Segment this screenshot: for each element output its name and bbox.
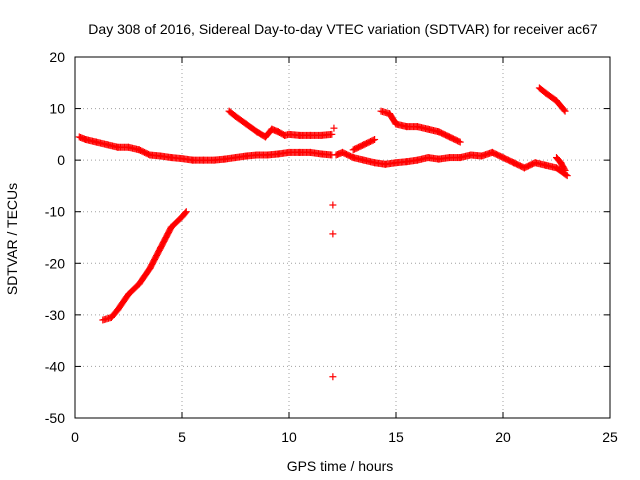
x-tick-label: 5	[178, 429, 186, 445]
series-track-8	[553, 154, 569, 174]
x-tick-label: 25	[602, 429, 618, 445]
y-tick-label: -20	[45, 255, 65, 271]
data-point	[329, 230, 337, 238]
y-tick-labels: -50 -40 -30 -20 -10 0 10 20	[45, 49, 65, 426]
y-tick-label: 20	[49, 49, 65, 65]
data-point	[135, 146, 154, 159]
axis-ticks	[74, 56, 611, 419]
series-track-4	[332, 148, 571, 180]
y-tick-label: -50	[45, 410, 65, 426]
data-point	[232, 112, 250, 128]
y-axis-label: SDTVAR / TECUs	[4, 183, 20, 295]
data-point	[157, 223, 175, 252]
series-track-2	[99, 208, 190, 324]
plot-frame	[74, 56, 611, 419]
data-point	[114, 290, 132, 314]
data-point	[329, 201, 337, 209]
data-point	[446, 133, 464, 146]
data-point	[317, 150, 336, 159]
series-isolated	[329, 124, 338, 381]
data-point	[317, 130, 336, 139]
data-point	[360, 136, 379, 149]
y-tick-label: -30	[45, 307, 65, 323]
series-track-5	[349, 136, 379, 154]
data-point	[557, 159, 569, 174]
data-point	[178, 208, 190, 221]
x-tick-label: 10	[281, 429, 297, 445]
data-point	[330, 124, 338, 132]
x-axis-label: GPS time / hours	[287, 458, 394, 474]
y-tick-label: -40	[45, 358, 65, 374]
chart-title: Day 308 of 2016, Sidereal Day-to-day VTE…	[88, 21, 598, 37]
series-track-1	[75, 133, 336, 164]
y-tick-label: 10	[49, 101, 65, 117]
y-tick-label: -10	[45, 204, 65, 220]
series-track-6	[377, 107, 464, 146]
data-point	[478, 148, 496, 160]
series-track-7	[535, 84, 569, 115]
data-point	[488, 148, 507, 162]
data-point	[553, 97, 569, 115]
data-points	[75, 84, 571, 381]
data-point	[349, 141, 368, 154]
data-point	[146, 244, 165, 272]
x-tick-label: 20	[495, 429, 511, 445]
y-tick-label: 0	[57, 152, 65, 168]
x-tick-labels: 0 5 10 15 20 25	[71, 429, 618, 445]
x-tick-label: 15	[388, 429, 404, 445]
x-tick-label: 0	[71, 429, 79, 445]
grid-lines	[75, 57, 610, 418]
series-track-3	[225, 107, 336, 141]
data-point	[329, 373, 337, 381]
